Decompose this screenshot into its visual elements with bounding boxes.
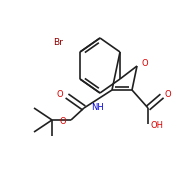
Text: O: O [142, 58, 149, 68]
Text: O: O [59, 118, 66, 127]
Text: Br: Br [53, 37, 63, 46]
Text: O: O [165, 89, 172, 98]
Text: O: O [56, 89, 63, 98]
Text: OH: OH [151, 122, 164, 130]
Text: NH: NH [92, 102, 104, 111]
